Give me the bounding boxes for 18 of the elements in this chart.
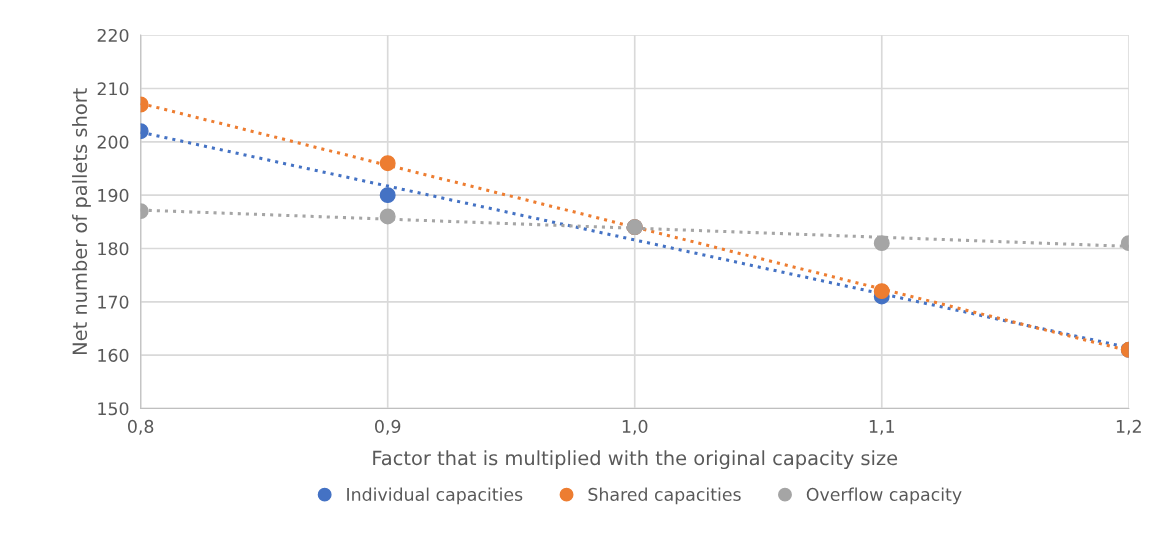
y-axis-title: Net number of pallets short xyxy=(72,88,91,355)
x-tick-label: 1,0 xyxy=(622,419,648,435)
legend-label: Overflow capacity xyxy=(806,487,962,505)
y-tick-label: 170 xyxy=(98,295,129,309)
x-tick-label: 1,2 xyxy=(1116,419,1141,435)
y-tick-label: 220 xyxy=(97,28,129,43)
y-tick-label: 160 xyxy=(98,348,129,362)
y-tick-label: 180 xyxy=(98,242,129,256)
legend-label: Shared capacities xyxy=(588,487,741,505)
y-tick-label: 210 xyxy=(97,82,129,96)
x-axis-title: Factor that is multiplied with the original capacity size xyxy=(373,450,898,470)
x-tick-label: 1,1 xyxy=(869,420,894,435)
y-tick-label: 190 xyxy=(98,188,129,202)
y-tick-label: 150 xyxy=(98,402,129,416)
y-tick-label: 200 xyxy=(97,135,129,149)
x-tick-label: 0,9 xyxy=(375,419,401,435)
legend-label: Individual capacities xyxy=(347,487,523,505)
x-tick-label: 0,8 xyxy=(128,419,154,435)
